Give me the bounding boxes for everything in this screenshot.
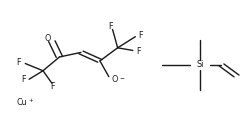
Text: O: O [111,75,118,84]
Text: Cu: Cu [16,98,27,107]
Text: −: − [119,75,124,80]
Text: F: F [50,82,55,91]
Text: +: + [29,98,33,103]
Text: O: O [44,34,51,43]
Text: F: F [138,31,143,40]
Text: F: F [21,75,26,84]
Text: F: F [136,47,140,56]
Text: Si: Si [195,60,203,69]
Text: F: F [107,22,112,31]
Text: F: F [17,58,21,67]
